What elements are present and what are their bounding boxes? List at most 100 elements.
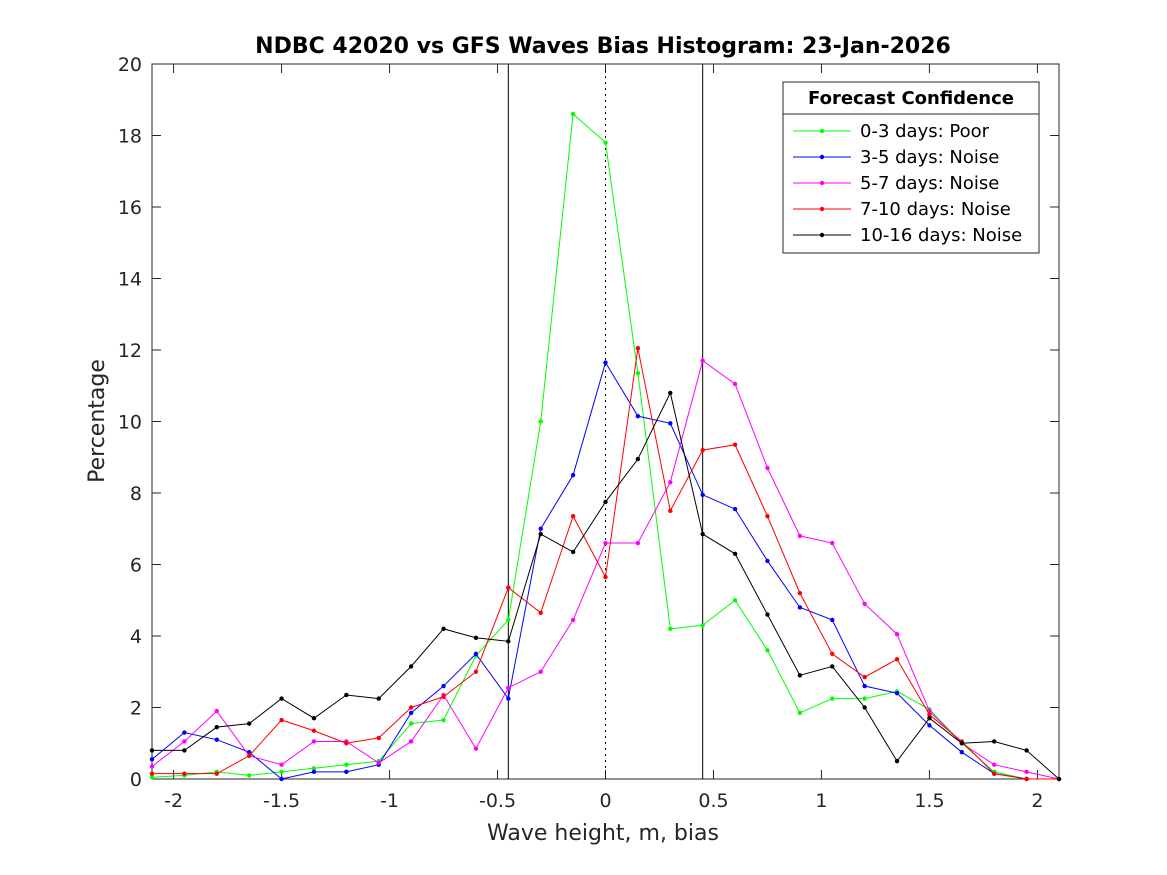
data-point bbox=[894, 657, 900, 662]
data-point bbox=[149, 775, 155, 780]
data-point bbox=[668, 390, 673, 396]
legend-entry-label: 3-5 days: Noise bbox=[860, 147, 999, 168]
legend-entry-label: 0-3 days: Poor bbox=[860, 121, 990, 142]
legend-entry-label: 5-7 days: Noise bbox=[860, 173, 999, 194]
data-point bbox=[311, 716, 317, 721]
data-point bbox=[700, 623, 705, 628]
data-point bbox=[408, 705, 414, 710]
data-point bbox=[959, 749, 965, 755]
x-tick-label: -0.5 bbox=[479, 790, 516, 812]
legend-box bbox=[782, 81, 1040, 254]
data-point bbox=[246, 773, 252, 778]
data-point bbox=[570, 549, 576, 555]
data-point bbox=[797, 533, 803, 539]
data-point bbox=[246, 721, 252, 726]
data-point bbox=[732, 442, 738, 447]
x-tick-label: 0.5 bbox=[698, 790, 728, 812]
data-point bbox=[279, 717, 284, 723]
data-point bbox=[862, 696, 867, 701]
data-point bbox=[344, 692, 349, 698]
data-point bbox=[700, 447, 705, 453]
data-point bbox=[830, 651, 835, 657]
data-point bbox=[603, 140, 608, 145]
data-point bbox=[441, 683, 446, 689]
data-point bbox=[635, 540, 641, 546]
data-point bbox=[506, 585, 511, 590]
y-tick-label: 8 bbox=[130, 483, 142, 505]
data-point bbox=[538, 669, 543, 674]
data-point bbox=[570, 617, 576, 623]
data-point bbox=[311, 766, 317, 771]
data-point bbox=[279, 769, 284, 775]
data-point bbox=[506, 685, 511, 691]
data-point bbox=[441, 717, 446, 723]
data-point bbox=[603, 360, 608, 365]
data-point bbox=[214, 708, 219, 714]
legend-swatch-marker bbox=[819, 232, 825, 238]
data-point bbox=[765, 612, 770, 617]
data-point bbox=[927, 712, 932, 717]
data-point bbox=[506, 696, 511, 701]
data-point bbox=[830, 540, 835, 546]
series-5 bbox=[149, 390, 1062, 782]
data-point bbox=[408, 739, 414, 744]
y-tick-label: 18 bbox=[118, 126, 142, 148]
y-tick-label: 10 bbox=[118, 412, 142, 434]
data-point bbox=[570, 111, 576, 117]
data-point bbox=[603, 499, 608, 505]
data-point bbox=[765, 648, 770, 653]
data-point bbox=[149, 764, 155, 769]
data-point bbox=[635, 413, 641, 419]
legend-swatch-marker bbox=[819, 180, 825, 186]
data-point bbox=[1024, 776, 1029, 782]
data-point bbox=[797, 590, 803, 596]
y-tick-label: 20 bbox=[118, 54, 142, 76]
data-point bbox=[441, 626, 446, 632]
data-point bbox=[700, 492, 705, 497]
data-point bbox=[214, 737, 219, 742]
data-point bbox=[1024, 748, 1029, 753]
y-tick-label: 12 bbox=[118, 340, 142, 362]
data-point bbox=[506, 617, 511, 623]
data-point bbox=[149, 771, 155, 776]
data-point bbox=[344, 762, 349, 767]
data-point bbox=[473, 651, 479, 657]
data-point bbox=[830, 696, 835, 701]
data-point bbox=[279, 762, 284, 767]
data-point bbox=[668, 626, 673, 632]
data-point bbox=[700, 531, 705, 537]
data-point bbox=[894, 691, 900, 696]
data-point bbox=[927, 716, 932, 721]
data-point bbox=[894, 632, 900, 637]
data-point bbox=[635, 371, 641, 376]
data-point bbox=[506, 639, 511, 644]
legend-swatch-marker bbox=[819, 206, 825, 212]
data-point bbox=[408, 721, 414, 726]
data-point bbox=[894, 758, 900, 764]
y-axis-label: Percentage bbox=[85, 359, 110, 483]
x-tick-label: -1.5 bbox=[263, 790, 300, 812]
data-point bbox=[279, 776, 284, 782]
data-point bbox=[214, 724, 219, 730]
data-point bbox=[603, 540, 608, 546]
data-point bbox=[538, 610, 543, 615]
chart-title: NDBC 42020 vs GFS Waves Bias Histogram: … bbox=[255, 34, 951, 59]
x-tick-label: 0 bbox=[599, 790, 611, 812]
y-tick-label: 4 bbox=[130, 626, 142, 648]
legend-entry-label: 10-16 days: Noise bbox=[860, 225, 1022, 246]
data-point bbox=[473, 669, 479, 674]
data-point bbox=[182, 748, 187, 753]
data-point bbox=[182, 730, 187, 735]
data-point bbox=[182, 739, 187, 744]
data-point bbox=[992, 771, 997, 776]
data-point bbox=[765, 514, 770, 519]
data-point bbox=[862, 683, 867, 689]
data-point bbox=[311, 769, 317, 775]
data-point bbox=[538, 531, 543, 537]
data-point bbox=[959, 741, 965, 746]
x-tick-label: -2 bbox=[164, 790, 183, 812]
data-point bbox=[635, 456, 641, 462]
data-point bbox=[149, 748, 155, 753]
data-point bbox=[376, 696, 381, 701]
